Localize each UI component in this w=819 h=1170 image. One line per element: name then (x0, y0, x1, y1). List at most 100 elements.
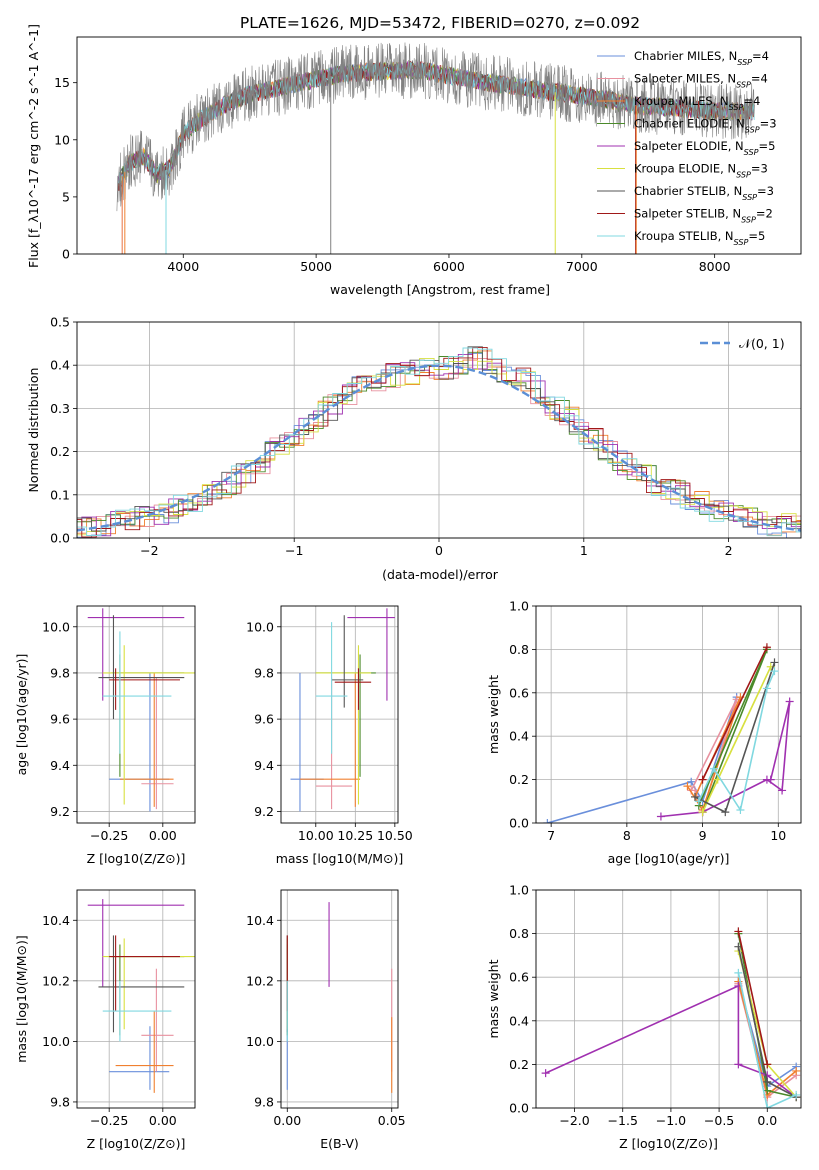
x-tick-label: 4000 (167, 259, 199, 274)
spectrum-lines (116, 42, 755, 254)
weight-lines (543, 643, 794, 823)
weight-marker (762, 643, 771, 652)
weight-line (737, 972, 797, 1108)
legend-label: Chabrier ELODIE, NSSP=3 (634, 117, 777, 135)
y-tick-label: 10.4 (246, 913, 274, 928)
error-bars (87, 608, 195, 812)
x-tick-label: 0.00 (273, 1113, 301, 1128)
data-line (116, 42, 755, 212)
weight-marker (766, 775, 775, 784)
axes-frame (76, 605, 196, 824)
gaussian-curve (77, 364, 801, 532)
y-tick-label: 0.6 (509, 970, 529, 985)
y-tick-label: 9.8 (50, 665, 70, 680)
weight-marker (541, 1069, 550, 1078)
weight-marker (683, 782, 692, 791)
y-tick-label: 0.8 (509, 642, 529, 657)
legend-label: Salpeter MILES, NSSP=4 (634, 72, 768, 90)
x-tick-label: 7 (547, 828, 555, 843)
error-bars (87, 899, 195, 1093)
weight-marker (736, 805, 745, 814)
y-tick-label: 0.2 (50, 444, 70, 459)
weight-marker (694, 797, 703, 806)
weight-marker (687, 777, 696, 786)
weight-marker (698, 775, 707, 784)
axes-frame (76, 889, 196, 1109)
x-tick-label: 10 (770, 828, 786, 843)
legend: Chabrier MILES, NSSP=4 Salpeter MILES, NS… (597, 49, 777, 247)
x-axis-label: Z [log10(Z/Z⊙)] (87, 1136, 186, 1151)
weight-marker (792, 1090, 801, 1099)
legend-label: Chabrier MILES, NSSP=4 (634, 49, 769, 67)
y-tick-label: 0.2 (509, 772, 529, 787)
chart-mass-vs-Z: −0.25 0.00 9.8 10.0 10.2 10.4 Z [log10(Z/Z⊙)] m… (14, 889, 196, 1151)
y-axis-label: mass [log10(M/M⊙)] (14, 935, 29, 1063)
x-tick-label: −2.0 (559, 1113, 589, 1128)
weight-marker (734, 1060, 743, 1069)
weight-marker (721, 808, 730, 817)
y-tick-label: 5 (62, 189, 70, 204)
x-tick-label: 0.0 (757, 1113, 777, 1128)
x-tick-label: 10.00 (298, 828, 334, 843)
weight-marker (734, 927, 743, 936)
x-tick-label: 8000 (699, 259, 731, 274)
y-tick-label: 0.1 (50, 487, 70, 502)
weight-marker (778, 786, 787, 795)
y-tick-label: 10.0 (42, 1034, 70, 1049)
axes-frame (76, 321, 802, 539)
chart-age-vs-Z: −0.25 0.00 9.2 9.4 9.6 9.8 10.0 Z [log10(Z/Z⊙)]… (14, 605, 196, 866)
legend-label: 𝒩(0, 1) (739, 336, 785, 351)
y-tick-label: 0.0 (509, 1101, 529, 1116)
y-tick-label: 0.6 (509, 685, 529, 700)
x-tick-label: 1 (580, 543, 588, 558)
weight-marker (763, 1104, 772, 1108)
y-tick-label: 9.4 (254, 758, 274, 773)
y-tick-label: 15 (54, 75, 70, 90)
y-tick-label: 0.2 (509, 1057, 529, 1072)
x-tick-label: 10.25 (337, 828, 373, 843)
chart-age-vs-mass: 10.00 10.25 10.50 9.2 9.4 9.6 9.8 10.0 mass [log… (246, 605, 413, 866)
y-tick-label: 0.3 (50, 401, 70, 416)
legend-label: Salpeter STELIB, NSSP=2 (634, 207, 773, 225)
x-axis-label: mass [log10(M/M⊙)] (276, 851, 404, 866)
x-tick-label: −0.25 (90, 1113, 128, 1128)
chart-weight-vs-age: 7 8 9 10 0.0 0.2 0.4 0.6 0.8 1.0 age [log10(age/yr… (486, 599, 802, 866)
weight-marker (763, 1060, 772, 1069)
weight-line (660, 701, 791, 818)
y-tick-label: 0.4 (509, 729, 529, 744)
y-tick-label: 10.4 (42, 913, 70, 928)
weight-marker (763, 1086, 772, 1095)
y-axis-label: Normed distribution (26, 368, 41, 493)
axes-frame (535, 605, 802, 824)
weight-marker (691, 792, 699, 801)
weight-line (737, 931, 769, 1065)
legend-label: Kroupa STELIB, NSSP=5 (634, 229, 765, 247)
x-tick-label: 7000 (566, 259, 598, 274)
weight-marker (709, 764, 718, 773)
y-tick-label: 0.5 (50, 315, 70, 330)
y-tick-label: 9.6 (254, 712, 274, 727)
weight-lines (541, 927, 801, 1108)
x-tick-label: 0.00 (149, 828, 177, 843)
y-tick-label: 9.2 (50, 804, 70, 819)
x-axis-label: Z [log10(Z/Z⊙)] (619, 1136, 718, 1151)
x-tick-label: −0.25 (90, 828, 128, 843)
y-tick-label: 10.2 (246, 973, 274, 988)
x-tick-label: 6000 (433, 259, 465, 274)
y-axis-label: mass weight (486, 959, 501, 1038)
x-axis-label: (data-model)/error (382, 567, 499, 582)
weight-marker (785, 697, 794, 706)
histogram-series (77, 347, 801, 537)
y-tick-label: 10.2 (42, 973, 70, 988)
weight-line (701, 646, 768, 780)
x-tick-label: 2 (725, 543, 733, 558)
weight-marker (734, 968, 743, 977)
y-tick-label: 10.0 (246, 619, 274, 634)
chart-weight-vs-Z: −2.0 −1.5 −1.0 −0.5 0.0 0.0 0.2 0.4 0.6 0.8 1.0 Z [… (486, 883, 802, 1151)
x-axis-label: E(B-V) (320, 1136, 359, 1151)
x-tick-label: 10.50 (377, 828, 413, 843)
weight-marker (792, 1066, 801, 1075)
x-axis-label: wavelength [Angstrom, rest frame] (330, 282, 550, 297)
y-axis-label: mass weight (486, 675, 501, 754)
weight-marker (656, 812, 665, 821)
